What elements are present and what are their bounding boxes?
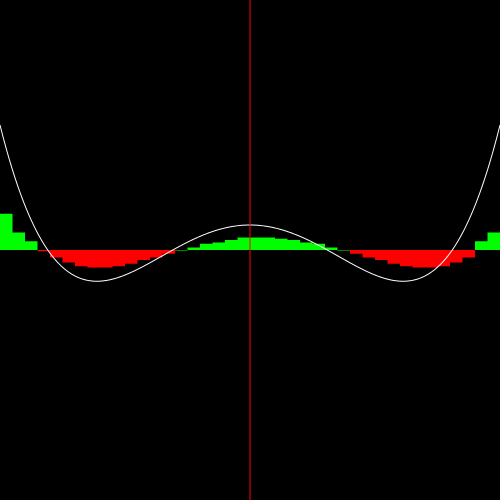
bar xyxy=(112,250,125,267)
bar xyxy=(287,240,300,250)
bar xyxy=(37,250,50,252)
bar xyxy=(50,250,63,258)
bar xyxy=(62,250,75,263)
bar xyxy=(237,237,250,250)
bar xyxy=(137,250,150,260)
bar xyxy=(225,240,238,250)
bar xyxy=(437,250,450,267)
bar xyxy=(187,247,200,250)
bar xyxy=(275,238,288,250)
bar xyxy=(25,241,38,250)
bar xyxy=(487,232,500,250)
bar xyxy=(87,250,100,268)
bar xyxy=(150,250,163,258)
bar xyxy=(325,247,338,250)
bar xyxy=(200,243,213,250)
bar xyxy=(350,250,363,254)
bar xyxy=(462,250,475,258)
bar xyxy=(250,237,263,250)
bar xyxy=(387,250,400,264)
bar xyxy=(262,237,275,250)
bar xyxy=(362,250,375,258)
bar xyxy=(475,241,488,250)
bar xyxy=(425,250,438,268)
bar xyxy=(450,250,463,263)
bar xyxy=(400,250,413,267)
bar xyxy=(300,242,313,250)
bar xyxy=(125,250,138,264)
bar xyxy=(212,242,225,250)
bar xyxy=(100,250,113,268)
bar xyxy=(75,250,88,267)
bar xyxy=(175,250,188,251)
bar xyxy=(412,250,425,268)
bar xyxy=(337,250,350,251)
bar xyxy=(12,232,25,250)
bars-group xyxy=(0,213,500,268)
bar xyxy=(0,213,13,250)
bar xyxy=(375,250,388,260)
bar xyxy=(312,243,325,250)
